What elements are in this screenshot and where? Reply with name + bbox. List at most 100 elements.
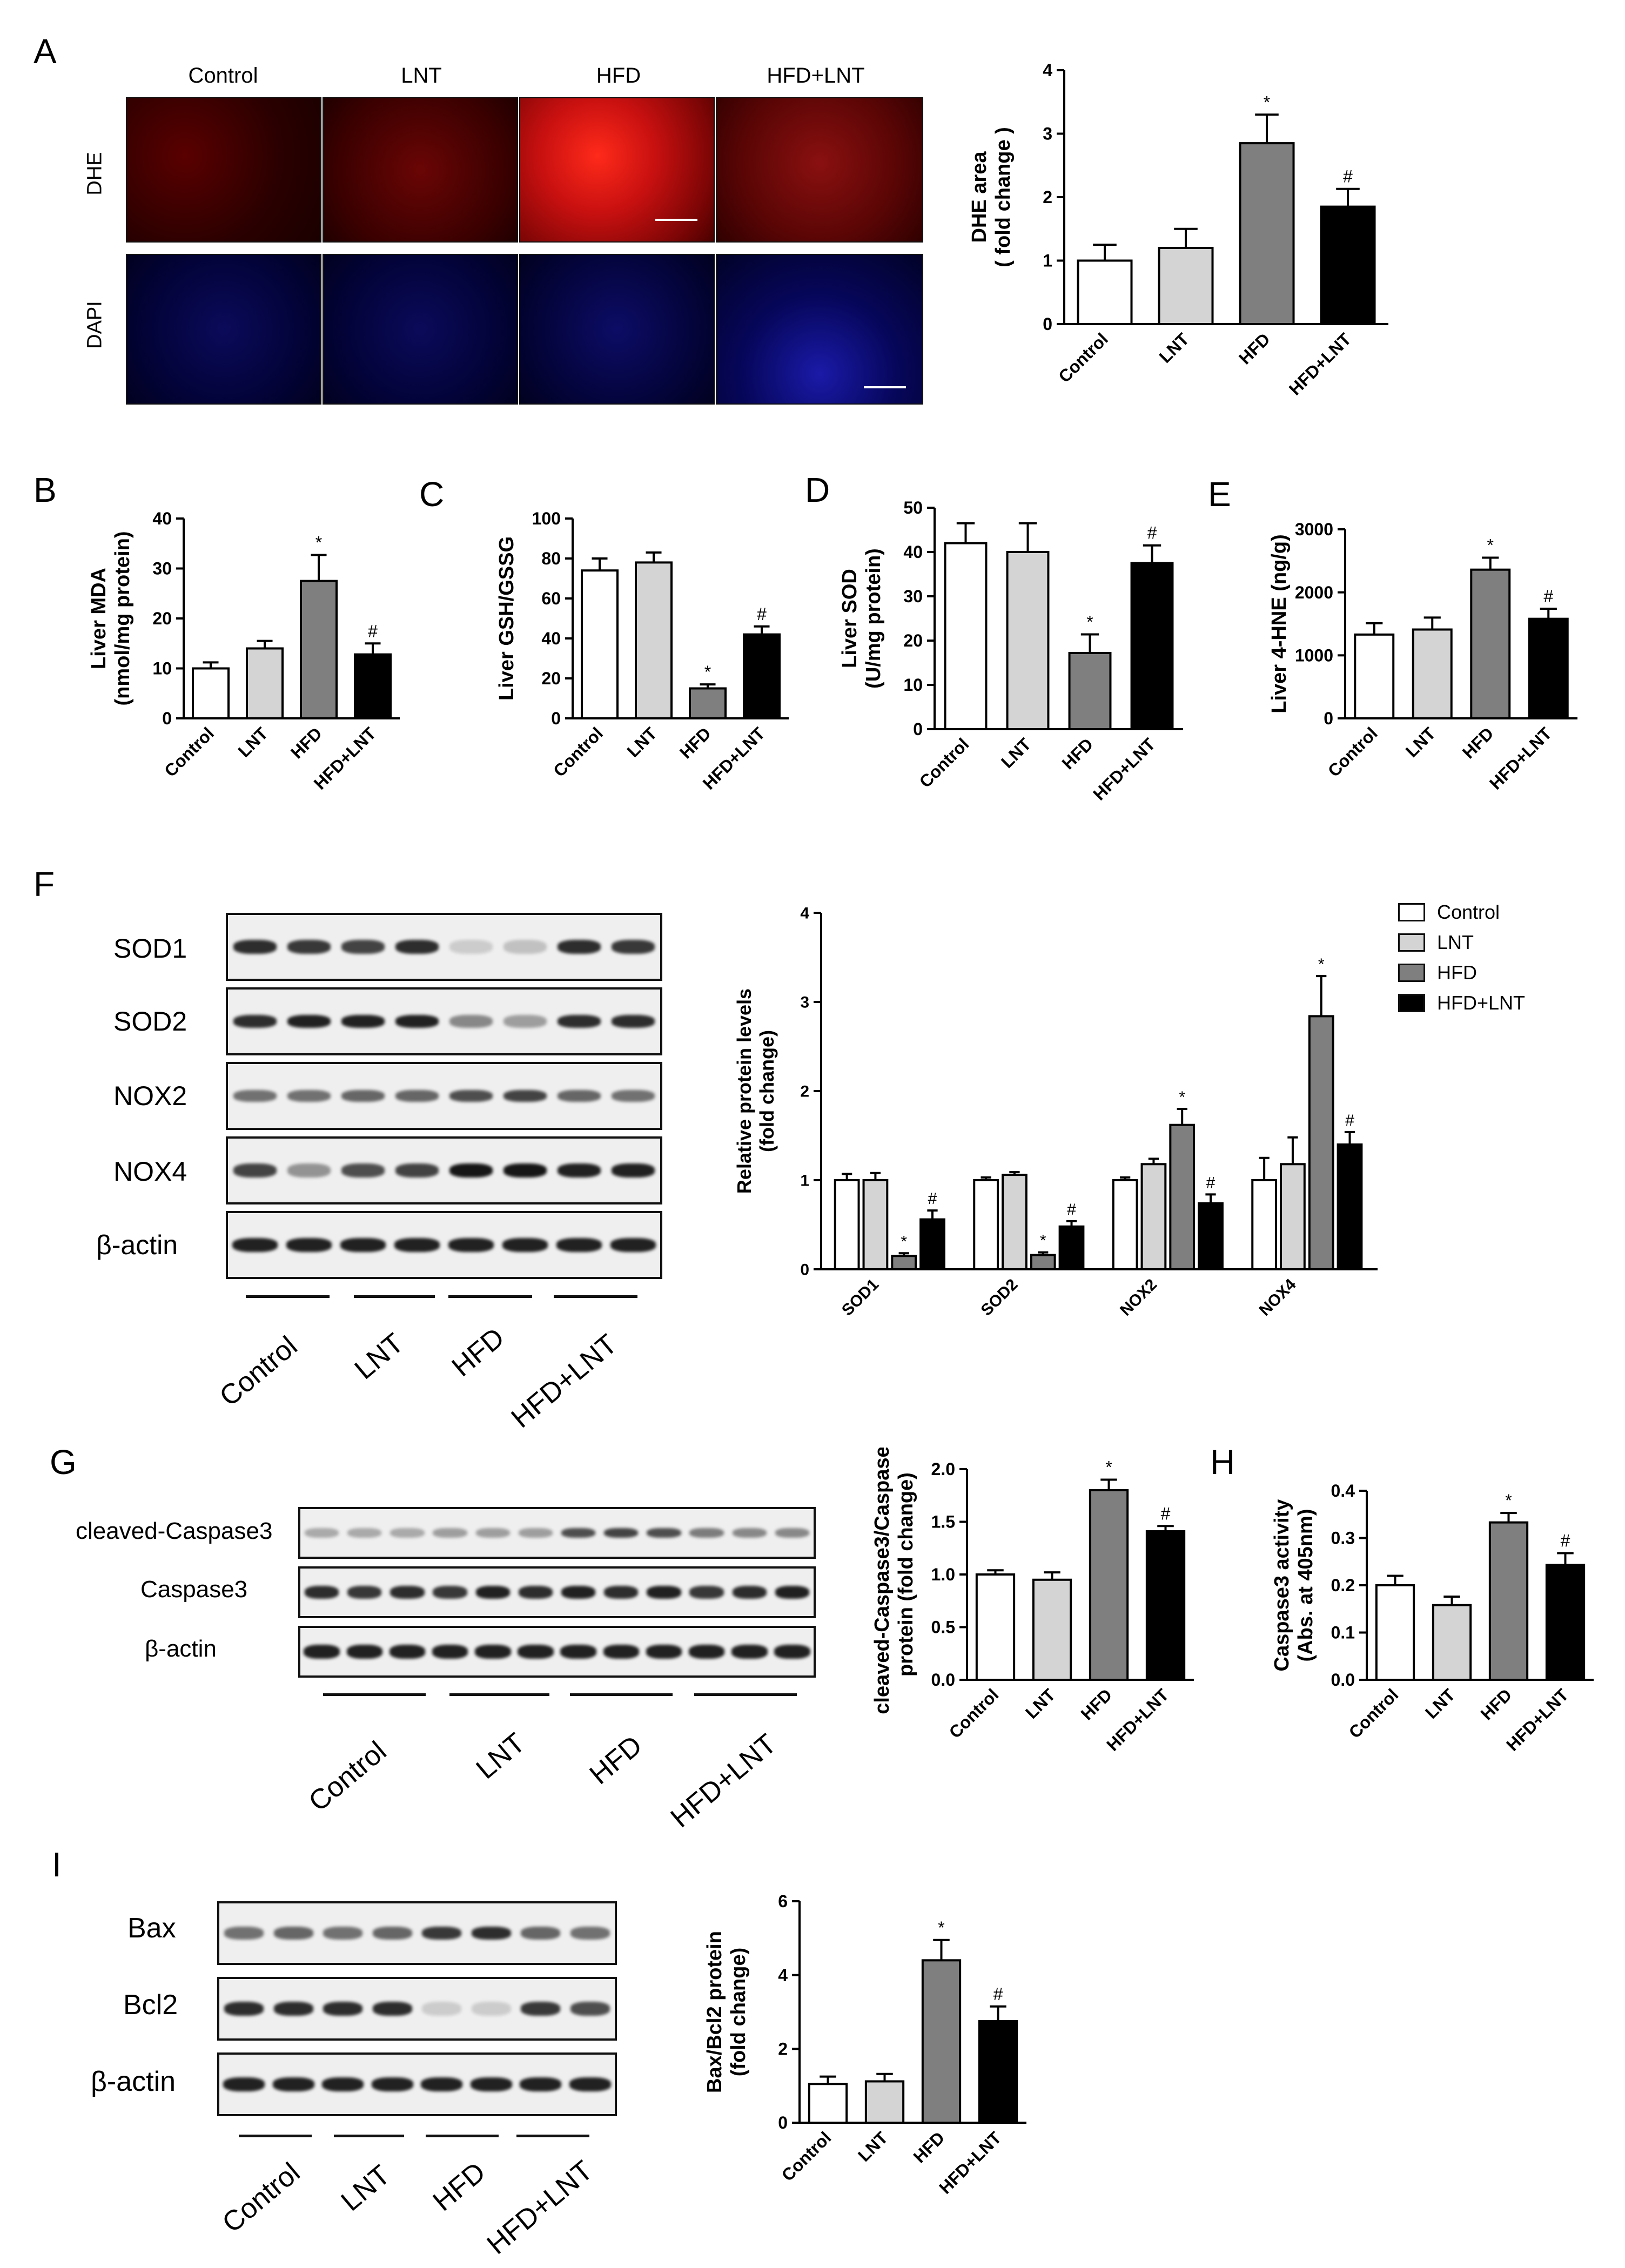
micrograph-column-label: HFD+LNT xyxy=(767,64,865,88)
y-axis-label: DHE area xyxy=(968,151,991,243)
blot-band xyxy=(604,1586,639,1599)
blot-band xyxy=(603,1645,639,1659)
western-blot-nox4 xyxy=(226,1136,662,1204)
y-tick-label: 0.5 xyxy=(931,1618,955,1637)
blot-band xyxy=(470,2077,512,2091)
significance-mark: # xyxy=(993,1984,1003,2004)
western-blot-beta-actin xyxy=(298,1626,816,1678)
bar xyxy=(1432,1604,1472,1681)
liver-gsh-gssg-chart: 0 20 40 60 80 100 Liver GSH/GSSG Control LNT * HFD… xyxy=(495,509,789,793)
liver-mda-chart: 0 10 20 30 40 Liver MDA (nmol/mg protein) Contr… xyxy=(88,509,400,793)
blot-band xyxy=(569,2077,611,2091)
y-tick-label: 0 xyxy=(913,719,923,739)
bar xyxy=(246,647,284,719)
bar xyxy=(919,1218,945,1270)
blot-band xyxy=(421,2077,463,2091)
cleaved-caspase3-chart: 0.0 0.5 1.0 1.5 2.0 cleaved-Caspase3/Caspase3… xyxy=(871,1448,1194,1755)
bar xyxy=(1130,562,1174,730)
blot-band xyxy=(272,2077,314,2091)
blot-band xyxy=(304,1645,340,1659)
x-tick-label: Control xyxy=(916,734,973,791)
group-underline xyxy=(694,1693,797,1696)
group-label: HFD+LNT xyxy=(505,1328,623,1435)
blot-band xyxy=(390,1586,425,1599)
group-label: LNT xyxy=(348,1327,410,1386)
bar xyxy=(1058,1225,1085,1270)
blot-band xyxy=(233,940,277,954)
blot-band xyxy=(448,1238,494,1252)
blot-band xyxy=(422,1927,462,1940)
blot-band xyxy=(449,1015,493,1028)
bar xyxy=(921,1959,962,2124)
western-blot-beta-actin xyxy=(226,1211,662,1279)
liver-sod-chart: 0 10 20 30 40 50 Liver SOD (U/mg protein) Contro… xyxy=(838,498,1183,804)
dapi-image-lnt xyxy=(323,254,518,405)
blot-band xyxy=(570,2002,610,2016)
blot-band xyxy=(521,2002,561,2016)
blot-band xyxy=(612,940,655,954)
significance-mark: * xyxy=(1179,1088,1185,1106)
relative-protein-levels-chart: 0 1 2 3 4 Relative protein levels (fold change… xyxy=(733,905,1378,1320)
y-tick-label: 0.1 xyxy=(1331,1623,1355,1643)
y-tick-label: 0.0 xyxy=(1331,1670,1355,1690)
x-tick-label: Control xyxy=(549,723,607,780)
x-tick-label: HFD+LNT xyxy=(1502,1685,1572,1754)
blot-band xyxy=(286,1238,332,1252)
blot-band xyxy=(287,1015,331,1028)
y-tick-label: 40 xyxy=(541,629,561,648)
western-blot-nox2 xyxy=(226,1062,662,1130)
blot-band xyxy=(449,940,493,954)
group-underline xyxy=(516,2135,589,2137)
bar xyxy=(1337,1143,1363,1270)
blot-band xyxy=(341,1090,385,1102)
blot-band xyxy=(561,1586,596,1599)
blot-band xyxy=(518,1528,553,1538)
y-tick-label: 10 xyxy=(903,675,923,695)
significance-mark: # xyxy=(1561,1531,1570,1551)
significance-mark: # xyxy=(368,621,378,641)
y-tick-label: 60 xyxy=(541,589,561,608)
y-tick-label: 10 xyxy=(152,659,172,678)
significance-mark: # xyxy=(1343,167,1353,186)
y-axis-label: Caspase3 activity xyxy=(1271,1499,1293,1672)
group-underline xyxy=(554,1295,637,1298)
bar xyxy=(1089,1489,1129,1681)
bar xyxy=(891,1255,917,1270)
blot-band xyxy=(646,1645,682,1659)
blot-band xyxy=(233,1090,277,1102)
y-tick-label: 4 xyxy=(778,1966,788,1985)
y-axis-label: Liver MDA xyxy=(88,568,110,669)
bar xyxy=(1030,1254,1056,1270)
bar xyxy=(1032,1578,1072,1681)
x-tick-label: HFD+LNT xyxy=(1089,734,1159,804)
blot-band xyxy=(347,1586,382,1599)
blot-label: Caspase3 xyxy=(140,1576,248,1603)
bar xyxy=(192,667,230,719)
blot-band xyxy=(395,940,439,954)
bar xyxy=(300,580,338,719)
bar xyxy=(978,2020,1018,2124)
blot-band xyxy=(558,1015,601,1028)
blot-band xyxy=(287,1090,331,1102)
y-axis-label: protein (fold change) xyxy=(895,1472,917,1677)
blot-band xyxy=(558,940,601,954)
panel-letter-c: C xyxy=(419,475,445,514)
significance-mark: * xyxy=(704,662,711,682)
bar xyxy=(1002,1174,1028,1270)
blot-band xyxy=(604,1528,639,1538)
western-blot-caspase3 xyxy=(298,1566,816,1618)
blot-band xyxy=(558,1090,601,1102)
bar xyxy=(1006,551,1050,730)
bar xyxy=(864,2080,905,2124)
blot-band xyxy=(688,1645,725,1659)
bar xyxy=(1528,617,1569,719)
group-underline xyxy=(354,1295,435,1298)
y-tick-label: 2 xyxy=(800,1083,809,1101)
x-tick-label: HFD xyxy=(1476,1685,1515,1724)
legend-item: HFD+LNT xyxy=(1398,992,1525,1014)
blot-band xyxy=(503,1163,547,1177)
micrograph-column-label: LNT xyxy=(401,64,442,88)
legend-item: HFD xyxy=(1398,961,1477,984)
western-blot-sod1 xyxy=(226,913,662,981)
blot-band xyxy=(395,1090,439,1102)
